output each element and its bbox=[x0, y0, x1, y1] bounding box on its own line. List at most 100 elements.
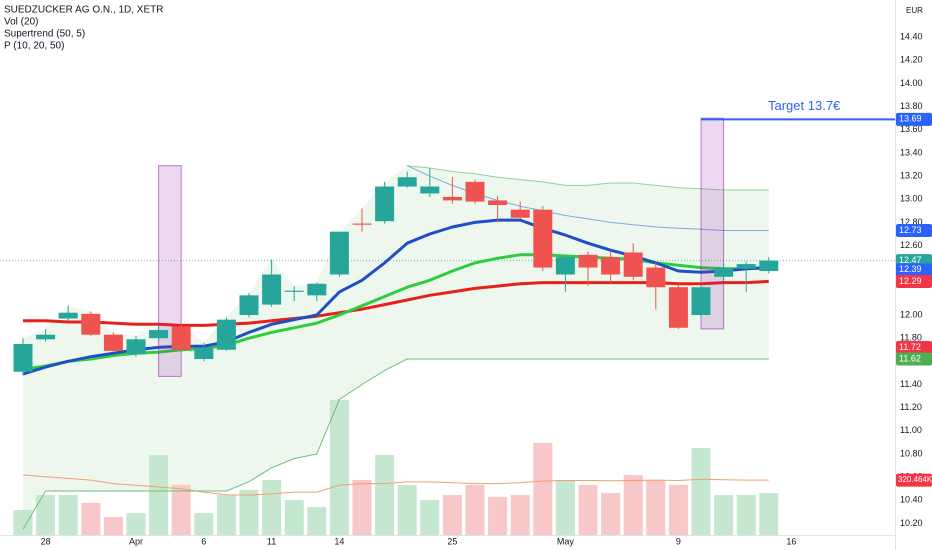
volume-bar bbox=[714, 495, 734, 535]
candle-body bbox=[126, 339, 146, 355]
candle-body bbox=[736, 264, 756, 269]
price-label: 12.39 bbox=[899, 264, 922, 274]
price-label: 13.69 bbox=[899, 114, 922, 124]
volume-bar bbox=[488, 496, 508, 535]
volume-bar bbox=[103, 517, 123, 535]
candle-body bbox=[149, 330, 169, 339]
x-tick-label: 14 bbox=[334, 536, 344, 546]
x-tick-label: 28 bbox=[41, 536, 51, 546]
indicator-line bbox=[23, 279, 769, 327]
candle-body bbox=[533, 209, 553, 268]
volume-bar bbox=[13, 509, 33, 535]
candle-body bbox=[81, 313, 101, 335]
candle-body bbox=[36, 334, 56, 340]
y-tick-label: 10.40 bbox=[900, 495, 923, 505]
y-tick-label: 14.00 bbox=[900, 78, 923, 88]
candle-body bbox=[194, 347, 214, 360]
price-label-bg bbox=[896, 352, 932, 366]
x-tick-label: 9 bbox=[676, 536, 681, 546]
y-tick-label: 11.00 bbox=[900, 425, 922, 435]
y-tick-label: 10.20 bbox=[900, 518, 923, 528]
candle-body bbox=[510, 209, 530, 218]
volume-bar bbox=[465, 484, 485, 535]
y-tick-label: 10.80 bbox=[900, 448, 923, 458]
y-tick-label: 13.60 bbox=[900, 124, 923, 134]
price-label-bg bbox=[896, 274, 932, 288]
volume-bar bbox=[171, 484, 191, 535]
volume-bar bbox=[442, 495, 462, 535]
volume-bar bbox=[284, 500, 304, 535]
price-label: 12.47 bbox=[899, 255, 922, 265]
volume-bar bbox=[58, 495, 78, 535]
volume-bar bbox=[601, 493, 621, 535]
candle-body bbox=[555, 257, 575, 275]
candle-body bbox=[239, 295, 259, 316]
candle-body bbox=[691, 287, 711, 316]
volume-label-bg bbox=[896, 473, 932, 487]
price-label: 11.62 bbox=[899, 353, 921, 363]
volume-bar bbox=[239, 489, 259, 535]
y-tick-label: 12.00 bbox=[900, 309, 923, 319]
x-tick-label: 16 bbox=[786, 536, 796, 546]
price-label: 12.29 bbox=[899, 276, 922, 286]
candle-body bbox=[352, 223, 372, 225]
volume-bar bbox=[126, 513, 146, 535]
indicator-label: Supertrend (50, 5) bbox=[4, 29, 85, 40]
y-tick-label: 13.00 bbox=[900, 194, 923, 204]
price-label-bg bbox=[896, 224, 932, 238]
candle-body bbox=[307, 283, 327, 296]
indicator-line bbox=[22, 253, 769, 371]
candle-body bbox=[171, 326, 191, 350]
y-tick-label: 13.40 bbox=[900, 147, 923, 157]
x-tick-label: Apr bbox=[129, 536, 143, 546]
candle-body bbox=[284, 290, 304, 292]
x-tick-label: 11 bbox=[267, 536, 276, 546]
volume-bar bbox=[420, 500, 440, 535]
x-tick-label: 6 bbox=[201, 536, 206, 546]
volume-bar bbox=[149, 454, 169, 535]
x-tick-label: 25 bbox=[447, 536, 457, 546]
y-tick-label: 13.80 bbox=[900, 101, 923, 111]
volume-bar bbox=[555, 479, 575, 535]
y-tick-label: 14.20 bbox=[900, 55, 923, 65]
volume-bar bbox=[510, 495, 530, 535]
volume-bar bbox=[329, 399, 349, 535]
y-tick-label: 14.40 bbox=[900, 32, 923, 42]
volume-bar bbox=[216, 495, 236, 535]
target-label: Target 13.7€ bbox=[768, 98, 841, 113]
candle-body bbox=[578, 254, 598, 268]
y-tick-label: 11.20 bbox=[900, 402, 922, 412]
price-label: 11.72 bbox=[899, 342, 921, 352]
currency: EUR bbox=[906, 6, 923, 15]
x-tick-label: May bbox=[557, 536, 575, 546]
candle-body bbox=[397, 177, 417, 187]
plot-area: Target 13.7€ bbox=[0, 98, 895, 535]
candle-body bbox=[420, 186, 440, 194]
candle-body bbox=[262, 274, 282, 305]
volume-bar bbox=[375, 454, 395, 535]
volume-bar bbox=[36, 495, 56, 535]
candle-body bbox=[216, 319, 236, 350]
candle-body bbox=[329, 231, 349, 275]
price-label-bg bbox=[896, 340, 932, 354]
volume-label: 320.464K bbox=[898, 475, 932, 484]
candle-body bbox=[442, 196, 462, 201]
y-tick-label: 13.20 bbox=[900, 170, 923, 180]
candle-body bbox=[465, 181, 485, 202]
y-tick-label: 12.80 bbox=[900, 217, 923, 227]
candle-body bbox=[488, 200, 508, 206]
volume-ma-line bbox=[22, 474, 769, 496]
candle-body bbox=[759, 260, 779, 272]
volume-bar bbox=[262, 479, 282, 535]
volume-bar bbox=[307, 507, 327, 535]
candle-body bbox=[13, 343, 33, 372]
candle-body bbox=[375, 186, 395, 222]
supertrend-line bbox=[22, 358, 769, 530]
volume-bar bbox=[646, 479, 666, 535]
candle-body bbox=[623, 252, 643, 277]
price-label-bg bbox=[896, 112, 932, 126]
volume-bar bbox=[578, 484, 598, 535]
candle-body bbox=[103, 334, 123, 351]
price-label-bg bbox=[896, 263, 932, 277]
